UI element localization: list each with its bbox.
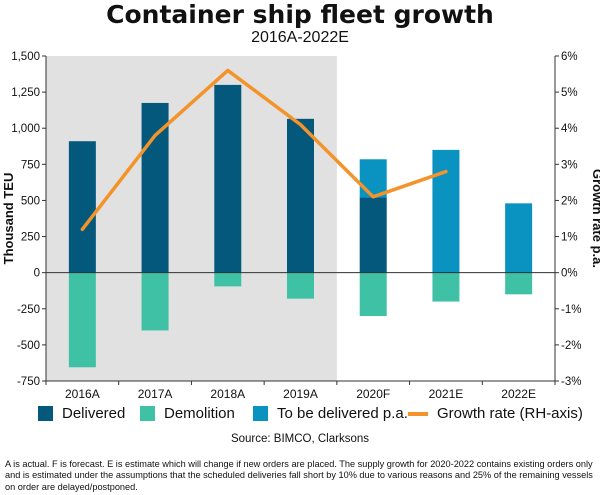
y-tick-label: 750	[21, 159, 40, 171]
y2-axis-title: Growth rate p.a.	[590, 169, 600, 268]
chart-subtitle: 2016A-2022E	[251, 29, 349, 46]
chart-footnote: A is actual. F is forecast. E is estimat…	[5, 459, 593, 492]
y2-tick-label: 2%	[561, 195, 578, 207]
bar-demolition-2022E	[505, 272, 533, 295]
legend-swatch-growth-rate	[408, 411, 428, 416]
x-tick-label: 2020F	[356, 387, 390, 400]
y2-tick-label: 1%	[561, 232, 578, 244]
legend-swatch-delivered	[38, 406, 53, 421]
y-tick-label: 1,000	[11, 123, 40, 135]
bar-to-be-delivered-2020F	[359, 159, 387, 198]
bar-delivered-2017A	[141, 102, 169, 273]
legend-swatch-demolition	[140, 406, 155, 421]
y2-tick-label: 3%	[561, 159, 578, 171]
y2-tick-label: -3%	[561, 376, 581, 388]
x-tick-label: 2017A	[138, 387, 173, 400]
chart-source: Source: BIMCO, Clarksons	[230, 433, 370, 445]
legend-label-demolition: Demolition	[164, 405, 235, 422]
y2-tick-label: -2%	[561, 340, 581, 352]
y-tick-label: -250	[17, 304, 40, 316]
y2-tick-label: 0%	[561, 268, 578, 280]
y2-tick-label: 6%	[561, 51, 578, 63]
legend-item-to-be-delivered: To be delivered p.a.	[253, 405, 408, 422]
x-tick-label: 2021E	[429, 387, 464, 400]
bar-delivered-2019A	[287, 118, 314, 273]
bar-demolition-2018A	[214, 272, 242, 287]
y-tick-label: 0	[34, 268, 40, 280]
growth-rate-line	[80, 68, 448, 232]
y-tick-label: 500	[21, 195, 40, 207]
bar-to-be-delivered-2022E	[505, 203, 533, 273]
legend-label-growth-rate: Growth rate (RH-axis)	[437, 405, 583, 422]
bar-demolition-2016A	[68, 272, 96, 368]
y-tick-label: -500	[17, 340, 40, 352]
y-axis-title: Thousand TEU	[1, 173, 16, 265]
y-tick-label: 1,500	[11, 51, 40, 63]
bar-delivered-2016A	[68, 141, 96, 273]
y2-tick-label: 5%	[561, 87, 578, 99]
y2-tick-label: -1%	[561, 304, 581, 316]
y-tick-label: 250	[21, 232, 40, 244]
legend-item-demolition: Demolition	[140, 405, 235, 422]
x-tick-label: 2018A	[210, 387, 245, 400]
bar-delivered-2018A	[214, 84, 242, 273]
legend-item-delivered: Delivered	[38, 405, 125, 422]
legend-swatch-to-be-delivered	[253, 406, 268, 421]
chart-legend: Delivered Demolition To be delivered p.a…	[0, 405, 600, 429]
y-tick-label: 1,250	[11, 87, 40, 99]
legend-label-delivered: Delivered	[62, 405, 126, 422]
legend-label-to-be-delivered: To be delivered p.a.	[277, 405, 408, 422]
bar-demolition-2019A	[287, 272, 314, 299]
y-tick-label: -750	[17, 376, 40, 388]
container-fleet-chart: -750 -500 -250 0 250 500 750 1,000 1,250 1,500 -3%…	[1, 51, 600, 400]
bar-demolition-2017A	[141, 272, 169, 331]
bar-demolition-2021E	[432, 272, 460, 302]
x-tick-label: 2019A	[283, 387, 318, 400]
legend-item-growth-rate: Growth rate (RH-axis)	[408, 405, 583, 422]
bar-to-be-delivered-2021E	[432, 149, 460, 273]
y2-tick-label: 4%	[561, 123, 578, 135]
bar-demolition-2020F	[359, 272, 387, 316]
chart-title: Container ship fleet growth	[106, 0, 494, 29]
bar-delivered-2020F	[359, 197, 387, 273]
x-tick-label: 2022E	[501, 387, 536, 400]
x-tick-label: 2016A	[65, 387, 100, 400]
